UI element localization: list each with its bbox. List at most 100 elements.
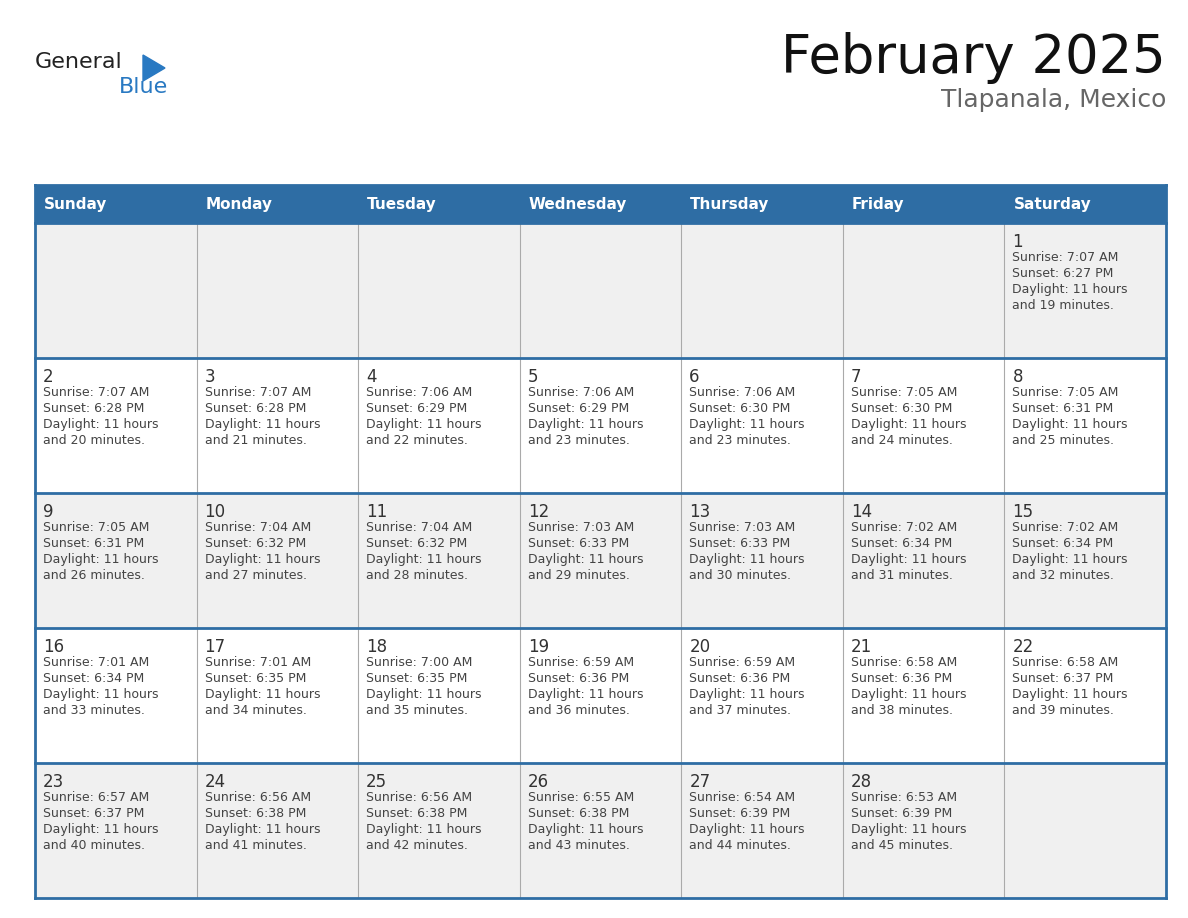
Text: and 35 minutes.: and 35 minutes.: [366, 704, 468, 717]
Text: Daylight: 11 hours: Daylight: 11 hours: [204, 688, 320, 701]
Text: 27: 27: [689, 773, 710, 791]
Text: and 27 minutes.: and 27 minutes.: [204, 569, 307, 582]
Text: 25: 25: [366, 773, 387, 791]
Text: Sunrise: 6:58 AM: Sunrise: 6:58 AM: [851, 656, 958, 669]
Text: Daylight: 11 hours: Daylight: 11 hours: [851, 418, 966, 431]
Text: Sunset: 6:38 PM: Sunset: 6:38 PM: [366, 807, 468, 820]
Text: Sunset: 6:34 PM: Sunset: 6:34 PM: [43, 672, 144, 685]
Text: February 2025: February 2025: [782, 32, 1165, 84]
Text: Daylight: 11 hours: Daylight: 11 hours: [1012, 688, 1127, 701]
Text: Sunset: 6:28 PM: Sunset: 6:28 PM: [43, 402, 145, 415]
Text: 12: 12: [527, 503, 549, 521]
Text: Wednesday: Wednesday: [529, 196, 627, 211]
Bar: [196, 185, 358, 223]
Bar: [34, 358, 1165, 493]
Text: Sunrise: 7:04 AM: Sunrise: 7:04 AM: [366, 521, 473, 534]
Text: Sunrise: 7:05 AM: Sunrise: 7:05 AM: [1012, 386, 1119, 399]
Text: Sunset: 6:39 PM: Sunset: 6:39 PM: [851, 807, 952, 820]
Text: and 31 minutes.: and 31 minutes.: [851, 569, 953, 582]
Text: Daylight: 11 hours: Daylight: 11 hours: [366, 553, 481, 566]
Text: Sunset: 6:36 PM: Sunset: 6:36 PM: [527, 672, 628, 685]
Text: 6: 6: [689, 368, 700, 386]
Text: Sunrise: 6:54 AM: Sunrise: 6:54 AM: [689, 791, 796, 804]
Text: Daylight: 11 hours: Daylight: 11 hours: [1012, 283, 1127, 296]
Bar: [34, 223, 1165, 358]
Text: 28: 28: [851, 773, 872, 791]
Text: Sunrise: 6:56 AM: Sunrise: 6:56 AM: [204, 791, 311, 804]
Text: and 38 minutes.: and 38 minutes.: [851, 704, 953, 717]
Text: Sunrise: 7:00 AM: Sunrise: 7:00 AM: [366, 656, 473, 669]
Text: Sunset: 6:39 PM: Sunset: 6:39 PM: [689, 807, 790, 820]
Text: Sunset: 6:31 PM: Sunset: 6:31 PM: [43, 537, 144, 550]
Text: Sunrise: 6:57 AM: Sunrise: 6:57 AM: [43, 791, 150, 804]
Text: Daylight: 11 hours: Daylight: 11 hours: [43, 823, 158, 836]
Text: Sunrise: 7:07 AM: Sunrise: 7:07 AM: [43, 386, 150, 399]
Text: and 29 minutes.: and 29 minutes.: [527, 569, 630, 582]
Text: Tlapanala, Mexico: Tlapanala, Mexico: [941, 88, 1165, 112]
Text: Daylight: 11 hours: Daylight: 11 hours: [851, 688, 966, 701]
Text: and 43 minutes.: and 43 minutes.: [527, 839, 630, 852]
Text: Sunset: 6:33 PM: Sunset: 6:33 PM: [527, 537, 628, 550]
Text: and 33 minutes.: and 33 minutes.: [43, 704, 145, 717]
Text: and 23 minutes.: and 23 minutes.: [689, 434, 791, 447]
Text: 11: 11: [366, 503, 387, 521]
Text: Sunrise: 6:55 AM: Sunrise: 6:55 AM: [527, 791, 634, 804]
Text: and 39 minutes.: and 39 minutes.: [1012, 704, 1114, 717]
Text: Sunset: 6:36 PM: Sunset: 6:36 PM: [689, 672, 790, 685]
Text: Daylight: 11 hours: Daylight: 11 hours: [527, 553, 643, 566]
Text: Sunrise: 7:06 AM: Sunrise: 7:06 AM: [366, 386, 473, 399]
Text: 1: 1: [1012, 233, 1023, 251]
Text: and 22 minutes.: and 22 minutes.: [366, 434, 468, 447]
Text: Sunrise: 7:03 AM: Sunrise: 7:03 AM: [527, 521, 634, 534]
Text: Sunrise: 7:02 AM: Sunrise: 7:02 AM: [1012, 521, 1119, 534]
Text: Sunrise: 7:05 AM: Sunrise: 7:05 AM: [851, 386, 958, 399]
Text: Daylight: 11 hours: Daylight: 11 hours: [689, 823, 804, 836]
Text: Daylight: 11 hours: Daylight: 11 hours: [689, 418, 804, 431]
Bar: [358, 185, 519, 223]
Text: Sunday: Sunday: [44, 196, 107, 211]
Text: Daylight: 11 hours: Daylight: 11 hours: [1012, 553, 1127, 566]
Text: and 26 minutes.: and 26 minutes.: [43, 569, 145, 582]
Text: 16: 16: [43, 638, 64, 656]
Text: Sunset: 6:33 PM: Sunset: 6:33 PM: [689, 537, 790, 550]
Text: and 32 minutes.: and 32 minutes.: [1012, 569, 1114, 582]
Text: Sunset: 6:35 PM: Sunset: 6:35 PM: [204, 672, 307, 685]
Text: and 41 minutes.: and 41 minutes.: [204, 839, 307, 852]
Text: 17: 17: [204, 638, 226, 656]
Text: and 21 minutes.: and 21 minutes.: [204, 434, 307, 447]
Text: Friday: Friday: [852, 196, 904, 211]
Text: 15: 15: [1012, 503, 1034, 521]
Text: and 20 minutes.: and 20 minutes.: [43, 434, 145, 447]
Text: Sunset: 6:34 PM: Sunset: 6:34 PM: [1012, 537, 1113, 550]
Bar: [34, 493, 1165, 628]
Text: Daylight: 11 hours: Daylight: 11 hours: [366, 823, 481, 836]
Text: Daylight: 11 hours: Daylight: 11 hours: [851, 553, 966, 566]
Text: Daylight: 11 hours: Daylight: 11 hours: [1012, 418, 1127, 431]
Text: Sunset: 6:37 PM: Sunset: 6:37 PM: [1012, 672, 1114, 685]
Text: Sunrise: 7:04 AM: Sunrise: 7:04 AM: [204, 521, 311, 534]
Bar: [34, 628, 1165, 763]
Text: Sunrise: 7:05 AM: Sunrise: 7:05 AM: [43, 521, 150, 534]
Text: General: General: [34, 52, 122, 72]
Text: 22: 22: [1012, 638, 1034, 656]
Text: Sunset: 6:29 PM: Sunset: 6:29 PM: [527, 402, 628, 415]
Text: Daylight: 11 hours: Daylight: 11 hours: [366, 418, 481, 431]
Text: Daylight: 11 hours: Daylight: 11 hours: [527, 418, 643, 431]
Text: 4: 4: [366, 368, 377, 386]
Text: Tuesday: Tuesday: [367, 196, 437, 211]
Text: and 37 minutes.: and 37 minutes.: [689, 704, 791, 717]
Text: and 23 minutes.: and 23 minutes.: [527, 434, 630, 447]
Text: Sunrise: 6:59 AM: Sunrise: 6:59 AM: [527, 656, 634, 669]
Text: Sunrise: 7:01 AM: Sunrise: 7:01 AM: [204, 656, 311, 669]
Text: Daylight: 11 hours: Daylight: 11 hours: [689, 688, 804, 701]
Text: Sunrise: 7:03 AM: Sunrise: 7:03 AM: [689, 521, 796, 534]
Text: Sunset: 6:30 PM: Sunset: 6:30 PM: [851, 402, 953, 415]
Text: 21: 21: [851, 638, 872, 656]
Text: Daylight: 11 hours: Daylight: 11 hours: [43, 688, 158, 701]
Text: Sunrise: 6:53 AM: Sunrise: 6:53 AM: [851, 791, 958, 804]
Text: Thursday: Thursday: [690, 196, 770, 211]
Text: and 28 minutes.: and 28 minutes.: [366, 569, 468, 582]
Polygon shape: [143, 55, 165, 81]
Text: 20: 20: [689, 638, 710, 656]
Text: Sunrise: 6:58 AM: Sunrise: 6:58 AM: [1012, 656, 1119, 669]
